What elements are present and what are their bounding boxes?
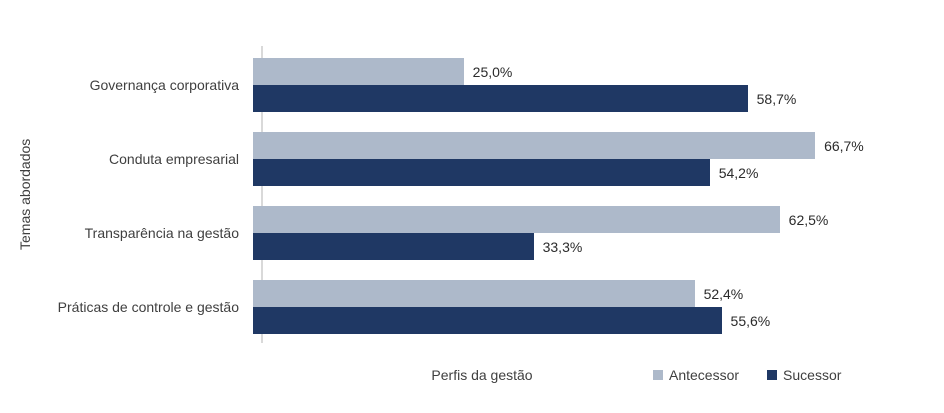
bar-antecessor: [253, 132, 816, 159]
bar-sucessor: [253, 307, 722, 334]
legend-label: Sucessor: [783, 367, 842, 383]
legend-item-sucessor: Sucessor: [767, 367, 841, 383]
value-label: 58,7%: [756, 90, 797, 107]
category-label: Conduta empresarial: [109, 150, 239, 167]
x-axis-title: Perfis da gestão: [431, 367, 533, 383]
category-label: Governança corporativa: [89, 76, 239, 93]
bar-antecessor: [253, 206, 780, 233]
bar-antecessor: [253, 58, 464, 85]
category-group-transparencia: Transparência na gestão 62,5% 33,3%: [0, 206, 944, 260]
legend: Antecessor Sucessor: [653, 367, 841, 383]
bar-sucessor: [253, 159, 710, 186]
y-axis-line: [261, 46, 263, 343]
bar-antecessor: [253, 280, 695, 307]
value-label: 33,3%: [542, 238, 583, 255]
value-label: 25,0%: [472, 63, 513, 80]
value-label: 66,7%: [824, 137, 864, 154]
value-label: 54,2%: [718, 164, 759, 181]
legend-item-antecessor: Antecessor: [653, 367, 739, 383]
category-group-governanca: Governança corporativa 25,0% 58,7%: [0, 58, 944, 112]
value-label: 62,5%: [788, 211, 829, 228]
legend-label: Antecessor: [669, 367, 740, 383]
legend-swatch-antecessor-icon: [653, 370, 663, 380]
bar-sucessor: [253, 85, 748, 112]
bar-sucessor: [253, 233, 534, 260]
category-group-praticas: Práticas de controle e gestão 52,4% 55,6…: [0, 280, 944, 334]
value-label: 55,6%: [730, 312, 771, 329]
category-label: Práticas de controle e gestão: [57, 298, 239, 315]
category-group-conduta: Conduta empresarial 66,7% 54,2%: [0, 132, 944, 186]
value-label: 52,4%: [703, 285, 744, 302]
plot-area: Governança corporativa 25,0% 58,7% Condu…: [0, 58, 944, 334]
category-label: Transparência na gestão: [84, 224, 239, 241]
legend-swatch-sucessor-icon: [767, 370, 778, 380]
